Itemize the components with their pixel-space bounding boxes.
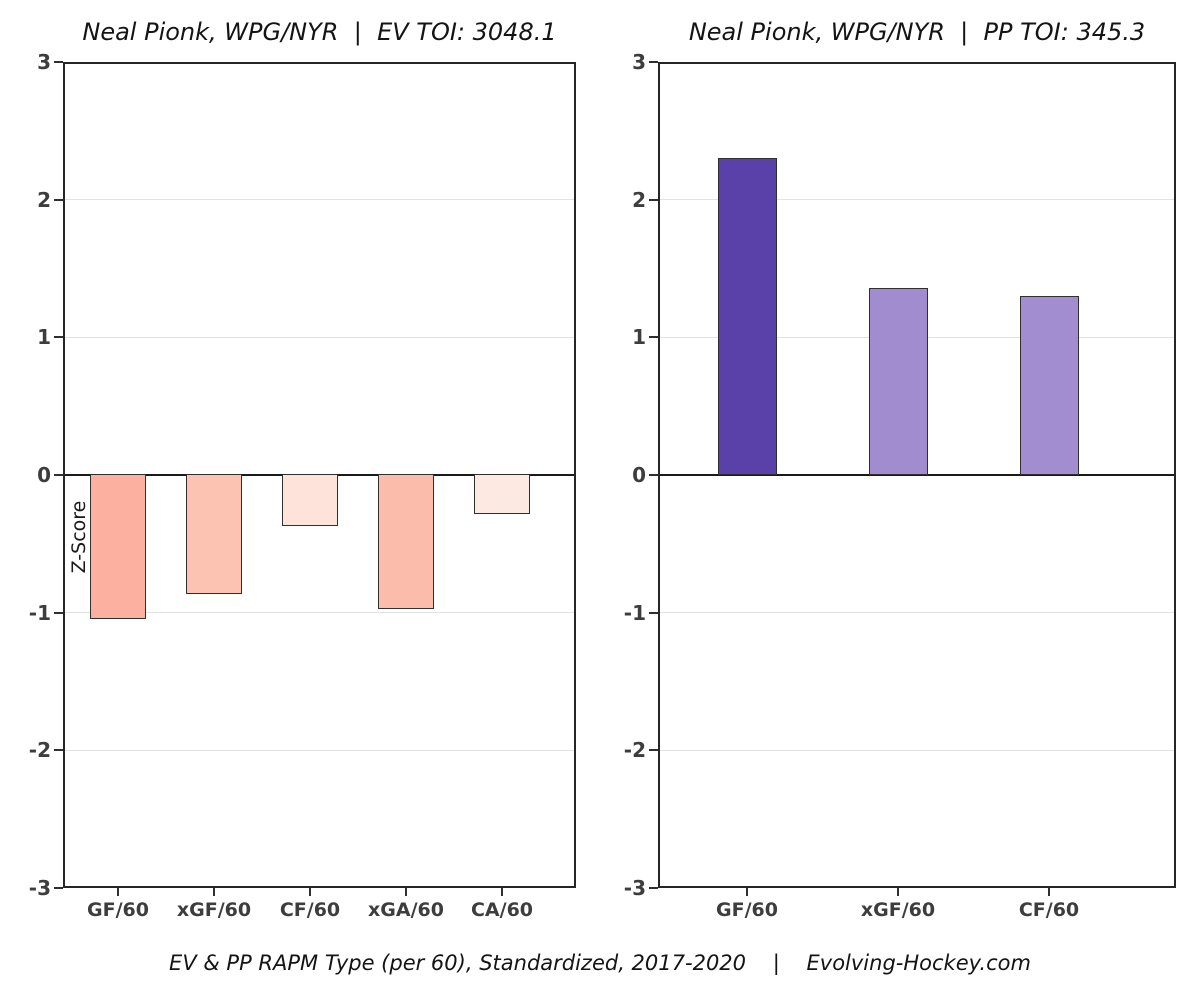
gridline — [658, 749, 1176, 751]
bar-xga-60 — [378, 474, 434, 609]
gridline — [658, 199, 1176, 201]
x-tick-label: xGF/60 — [860, 899, 936, 921]
ev-chart-plot: Neal Pionk, WPG/NYR | EV TOI: 3048.1 Z-S… — [29, 18, 576, 921]
x-tick-label: xGF/60 — [176, 899, 252, 921]
gridline — [63, 336, 576, 338]
y-tick-label: 0 — [37, 463, 51, 487]
y-tick-mark — [649, 611, 658, 614]
y-axis-title: Z-Score — [68, 500, 90, 574]
x-tick-label: CA/60 — [470, 899, 534, 921]
ev-chart-title: Neal Pionk, WPG/NYR | EV TOI: 3048.1 — [82, 18, 557, 46]
x-tick-mark — [897, 888, 899, 896]
y-tick-mark — [54, 474, 63, 476]
y-tick-label: 3 — [632, 50, 646, 74]
x-tick-label: GF/60 — [87, 899, 149, 921]
x-tick-mark — [213, 888, 215, 896]
y-tick-label: -3 — [28, 876, 51, 900]
x-tick-mark — [117, 888, 119, 896]
x-tick-label: CF/60 — [1018, 899, 1080, 921]
y-tick-mark — [649, 61, 658, 63]
x-tick-mark — [1048, 888, 1050, 896]
x-tick-label: GF/60 — [716, 899, 778, 921]
y-tick-mark — [54, 887, 63, 889]
gridline — [63, 749, 576, 751]
bar-gf-60 — [90, 474, 146, 619]
x-tick-mark — [309, 888, 311, 896]
gridline — [63, 612, 576, 614]
x-tick-label: xGA/60 — [368, 899, 444, 921]
y-tick-label: 1 — [632, 325, 646, 350]
bar-gf-60 — [717, 158, 777, 475]
y-tick-mark — [649, 887, 658, 889]
bar-ca-60 — [474, 474, 530, 514]
y-tick-mark — [54, 61, 63, 63]
chart-caption: EV & PP RAPM Type (per 60), Standardized… — [169, 951, 1031, 975]
y-tick-mark — [54, 611, 63, 614]
gridline — [63, 199, 576, 201]
y-tick-label: -3 — [623, 876, 646, 900]
zero-line — [658, 474, 1176, 476]
y-tick-mark — [649, 336, 658, 339]
y-tick-label: 0 — [632, 463, 646, 487]
y-tick-label: -2 — [28, 738, 51, 763]
y-tick-mark — [649, 749, 658, 752]
y-tick-label: 3 — [37, 50, 51, 74]
x-tick-mark — [405, 888, 407, 896]
x-tick-mark — [746, 888, 748, 896]
y-tick-label: 2 — [632, 187, 646, 212]
y-tick-label: -1 — [623, 600, 646, 625]
y-tick-label: 1 — [37, 325, 51, 350]
y-tick-mark — [54, 198, 63, 201]
y-tick-label: -1 — [28, 600, 51, 625]
y-tick-label: 2 — [37, 187, 51, 212]
y-tick-mark — [54, 336, 63, 339]
bar-xgf-60 — [868, 287, 928, 475]
y-tick-mark — [54, 749, 63, 752]
x-tick-mark — [501, 888, 503, 896]
pp-chart-title: Neal Pionk, WPG/NYR | PP TOI: 345.3 — [688, 18, 1146, 46]
pp-chart-plot: Neal Pionk, WPG/NYR | PP TOI: 345.3 3 2 1 0… — [624, 18, 1176, 921]
gridline — [658, 612, 1176, 614]
x-tick-label: CF/60 — [279, 899, 341, 921]
y-tick-mark — [649, 198, 658, 201]
y-tick-mark — [649, 474, 658, 476]
bar-cf-60 — [282, 474, 338, 527]
y-tick-label: -2 — [623, 738, 646, 763]
bar-cf-60 — [1019, 296, 1079, 475]
bar-xgf-60 — [186, 474, 242, 594]
